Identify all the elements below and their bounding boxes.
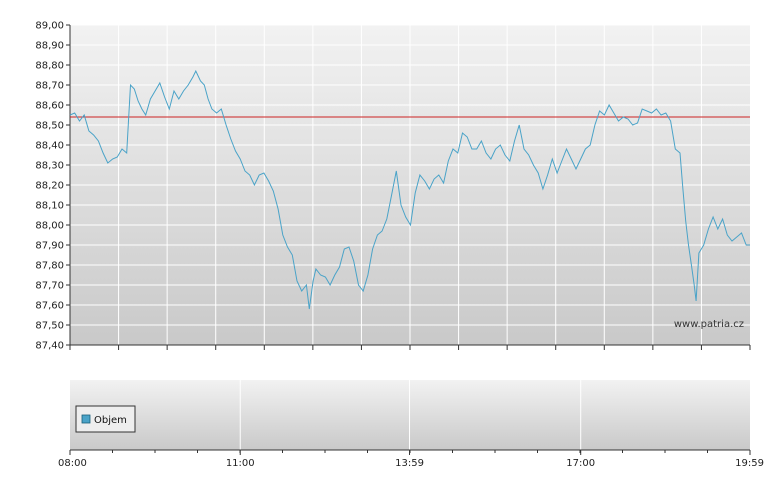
x-tick-label: 17:00 (566, 458, 595, 469)
x-tick-label: 11:00 (226, 458, 255, 469)
y-tick-label: 87,80 (35, 261, 64, 272)
y-tick-label: 88,90 (35, 41, 64, 52)
legend-label: Objem (94, 415, 127, 426)
price-x-ticks (69, 345, 751, 350)
watermark-text: www.patria.cz (674, 319, 744, 330)
y-tick-label: 88,10 (35, 201, 64, 212)
y-tick-label: 88,20 (35, 181, 64, 192)
y-tick-label: 87,40 (35, 341, 64, 352)
legend-swatch (81, 414, 91, 424)
price-series-line (69, 69, 750, 310)
y-tick-label: 88,80 (35, 61, 64, 72)
y-tick-label: 88,50 (35, 121, 64, 132)
volume-grid (239, 380, 582, 450)
y-tick-label: 88,30 (35, 161, 64, 172)
y-tick-label: 87,70 (35, 281, 64, 292)
volume-legend: Objem (75, 405, 136, 433)
y-tick-label: 87,90 (35, 241, 64, 252)
y-axis: 89,00 88,90 88,80 88,70 88,60 88,50 88,40 88,30… (35, 21, 71, 352)
y-tick-label: 88,70 (35, 81, 64, 92)
x-tick-label: 13:59 (395, 458, 424, 469)
y-tick-label: 87,60 (35, 301, 64, 312)
y-tick-label: 88,40 (35, 141, 64, 152)
x-axis: 08:00 11:00 13:59 17:00 19:59 (58, 450, 764, 469)
x-tick-label: 19:59 (735, 458, 764, 469)
y-tick-label: 89,00 (35, 21, 64, 32)
x-tick-label: 08:00 (58, 458, 87, 469)
y-tick-label: 88,60 (35, 101, 64, 112)
y-tick-label: 87,50 (35, 321, 64, 332)
y-tick-label: 88,00 (35, 221, 64, 232)
